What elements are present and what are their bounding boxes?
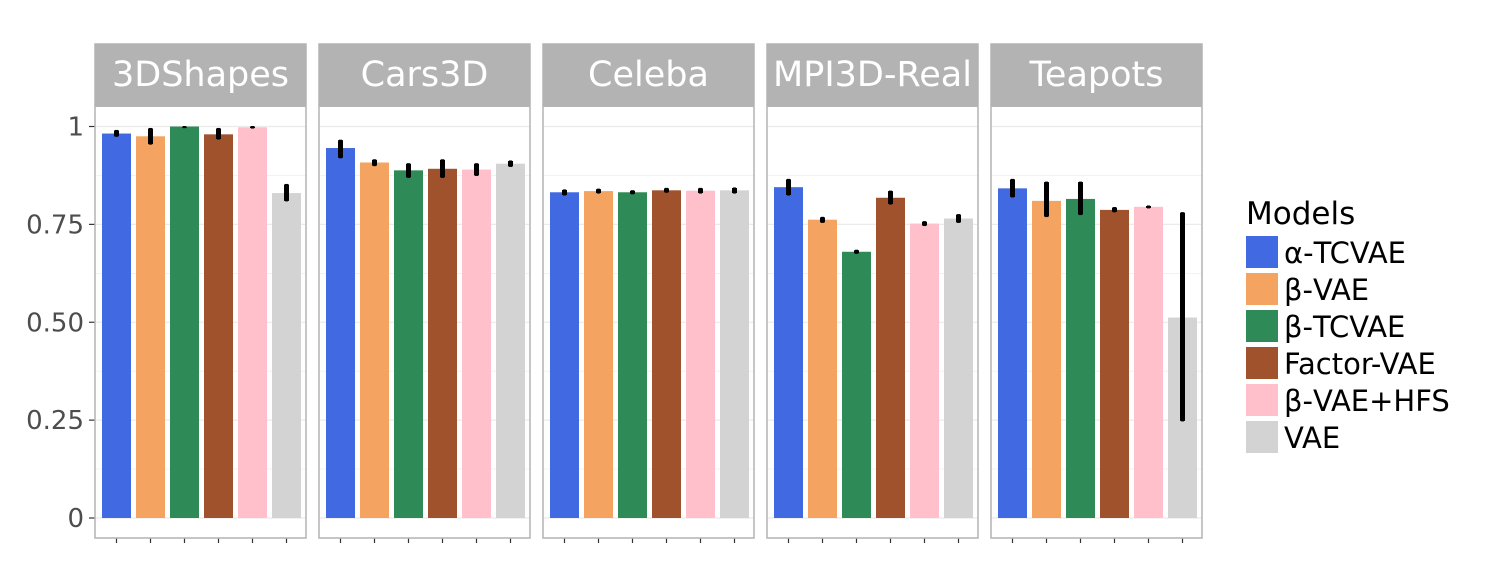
legend-swatch <box>1246 236 1278 268</box>
bar-teapots-3 <box>1100 209 1129 518</box>
bar-cars3d-1 <box>360 162 389 518</box>
bar-celeba-0 <box>550 192 579 518</box>
y-axis: 0 0.25 0.50 0.75 1 <box>26 113 95 534</box>
legend-label: β-TCVAE <box>1284 310 1405 344</box>
y-tick-label: 0 <box>67 504 84 534</box>
bar-cars3d-5 <box>496 163 525 518</box>
bar-celeba-5 <box>720 190 749 518</box>
facet-panel: Teapots <box>990 43 1203 543</box>
facet-panel: Cars3D <box>318 43 531 543</box>
facet-strip <box>95 44 306 107</box>
bar-celeba-3 <box>652 190 681 518</box>
bar-cars3d-0 <box>326 148 355 518</box>
legend-label: β-VAE+HFS <box>1284 384 1450 418</box>
bar-mpi3d-real-2 <box>842 251 871 518</box>
bar-mpi3d-real-3 <box>876 197 905 519</box>
legend: Models α-TCVAEβ-VAEβ-TCVAEFactor-VAEβ-VAE… <box>1246 196 1450 455</box>
bar-teapots-4 <box>1134 206 1163 518</box>
facet-strip-label: Celeba <box>588 55 709 95</box>
legend-swatch <box>1246 310 1278 342</box>
y-tick-label: 0.50 <box>26 308 84 338</box>
bar-cars3d-4 <box>462 169 491 518</box>
legend-title: Models <box>1246 196 1355 232</box>
bar-cars3d-2 <box>394 170 423 518</box>
bar-3dshapes-5 <box>272 193 301 518</box>
bar-celeba-1 <box>584 191 613 518</box>
bar-3dshapes-2 <box>170 126 199 518</box>
bar-mpi3d-real-4 <box>910 223 939 519</box>
bar-mpi3d-real-1 <box>808 219 837 518</box>
legend-swatch <box>1246 347 1278 379</box>
bar-celeba-2 <box>618 192 647 518</box>
facet-strip-label: 3DShapes <box>112 55 289 95</box>
bar-cars3d-3 <box>428 168 457 519</box>
bar-3dshapes-3 <box>204 134 233 518</box>
bar-teapots-2 <box>1066 198 1095 519</box>
legend-label: Factor-VAE <box>1284 347 1436 381</box>
facet-panels: 3DShapes Cars3D Celeba MPI3D-Real Teapots <box>94 43 1203 543</box>
legend-swatch <box>1246 273 1278 305</box>
bar-mpi3d-real-5 <box>944 218 973 518</box>
facet-strip <box>767 44 978 107</box>
bar-3dshapes-1 <box>136 136 165 518</box>
bar-mpi3d-real-0 <box>774 187 803 518</box>
facet-strip-label: MPI3D-Real <box>773 55 972 95</box>
y-tick-label: 0.25 <box>26 406 84 436</box>
legend-label: β-VAE <box>1284 273 1369 307</box>
facet-panel: Celeba <box>542 43 755 543</box>
bar-teapots-0 <box>998 188 1027 518</box>
facet-panel: 3DShapes <box>94 43 307 543</box>
y-tick-label: 0.75 <box>26 210 84 240</box>
facet-strip <box>319 44 530 107</box>
facet-strip-label: Teapots <box>1028 55 1163 95</box>
bar-teapots-1 <box>1032 200 1061 518</box>
legend-swatch <box>1246 384 1278 416</box>
facet-panel: MPI3D-Real <box>766 43 979 543</box>
legend-swatch <box>1246 421 1278 453</box>
bar-celeba-4 <box>686 190 715 518</box>
legend-label: α-TCVAE <box>1284 236 1406 270</box>
facet-strip <box>991 44 1202 107</box>
bar-3dshapes-0 <box>102 133 131 518</box>
bar-3dshapes-4 <box>238 127 267 519</box>
legend-label: VAE <box>1284 421 1340 455</box>
y-tick-label: 1 <box>67 113 84 143</box>
facet-strip-label: Cars3D <box>361 55 489 95</box>
facet-strip <box>543 44 754 107</box>
